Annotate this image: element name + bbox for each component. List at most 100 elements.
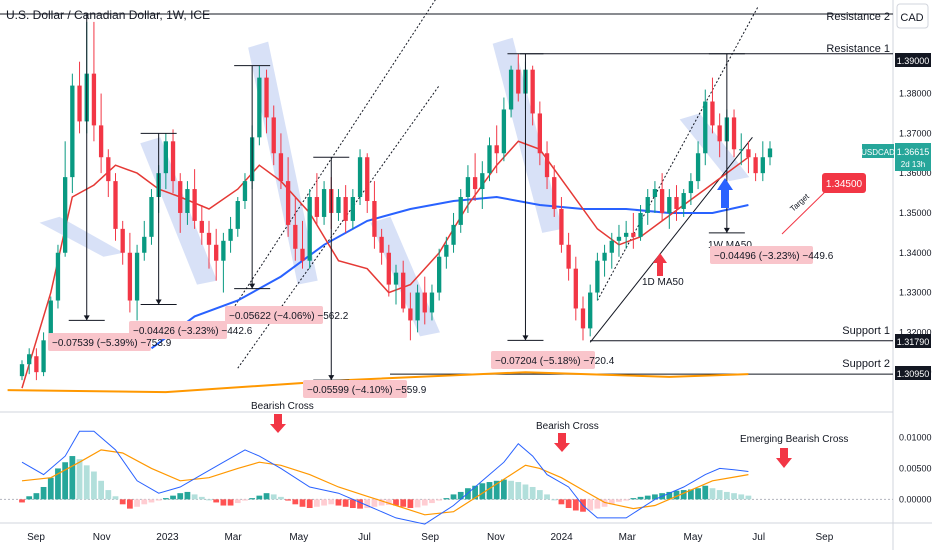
histogram-bar bbox=[436, 499, 443, 501]
candle-body bbox=[717, 125, 722, 142]
ticker-symbol-badge bbox=[862, 144, 894, 158]
candle-body bbox=[767, 148, 773, 158]
measure-badge-5 bbox=[491, 351, 595, 369]
candle-body bbox=[760, 157, 765, 174]
candle-body bbox=[321, 189, 327, 217]
candle-body bbox=[242, 181, 248, 202]
level-badge-support-1 bbox=[895, 334, 931, 348]
candle-body bbox=[77, 85, 82, 122]
histogram-bar bbox=[443, 498, 450, 500]
bearish-cross-1-arrow-icon bbox=[270, 414, 286, 433]
rising-channel-upper-1 bbox=[230, 0, 436, 313]
resistance-2-label: Resistance 2 bbox=[826, 11, 890, 23]
candle-body bbox=[674, 197, 679, 209]
histogram-bar bbox=[47, 477, 54, 500]
time-tick-label: Mar bbox=[619, 532, 637, 543]
ma50-weekly-label: 1W MA50 bbox=[708, 240, 752, 251]
histogram-bar bbox=[594, 499, 601, 509]
candle-body bbox=[221, 240, 226, 261]
candle-body bbox=[228, 228, 233, 241]
candle-body bbox=[178, 181, 183, 213]
candle-body bbox=[472, 177, 478, 190]
candle-body bbox=[739, 149, 744, 151]
time-tick-label: May bbox=[289, 532, 308, 543]
histogram-bar bbox=[191, 494, 198, 500]
candle-body bbox=[34, 356, 39, 373]
candle-body bbox=[494, 145, 499, 154]
histogram-bar bbox=[630, 498, 637, 500]
candle-body bbox=[170, 141, 176, 182]
histogram-bar bbox=[148, 499, 155, 503]
histogram-bar bbox=[26, 496, 33, 500]
candle-body bbox=[120, 228, 125, 253]
price-tick-label: 1.36000 bbox=[899, 168, 932, 178]
candle-body bbox=[458, 197, 463, 225]
histogram-bar bbox=[19, 499, 25, 503]
measure-label-3: −0.05622 (−4.06%) −562.2 bbox=[229, 311, 349, 322]
ticker-symbol: USDCAD bbox=[861, 148, 895, 157]
histogram-bar bbox=[285, 499, 291, 501]
ma200-line bbox=[7, 371, 749, 394]
measure-label-2: −0.04426 (−3.23%) −442.6 bbox=[133, 326, 253, 337]
histogram-bar bbox=[141, 499, 148, 505]
candle-body bbox=[365, 157, 370, 202]
macd-histogram bbox=[0, 456, 893, 512]
time-tick-label: Mar bbox=[224, 532, 242, 543]
time-tick-label: 2024 bbox=[550, 532, 573, 543]
histogram-bar bbox=[616, 499, 622, 502]
ticker-countdown: 2d 13h bbox=[901, 160, 925, 169]
histogram-bar bbox=[393, 499, 399, 506]
candle-body bbox=[127, 252, 133, 301]
measure-label-1: −0.07539 (−5.39%) −753.9 bbox=[52, 338, 172, 349]
histogram-bar bbox=[731, 493, 737, 500]
currency-button[interactable] bbox=[896, 3, 929, 29]
candle-body bbox=[681, 193, 686, 209]
candle-body bbox=[753, 157, 758, 174]
histogram-bar bbox=[529, 486, 536, 500]
measure-badge-6 bbox=[710, 246, 813, 264]
level-badge-support-2 bbox=[895, 366, 931, 380]
histogram-bar bbox=[709, 488, 716, 500]
histogram-bar bbox=[400, 499, 407, 507]
candle-body bbox=[285, 181, 291, 225]
histogram-bar bbox=[206, 499, 212, 501]
measure-label-4: −0.05599 (−4.10%) −559.9 bbox=[307, 385, 427, 396]
candle-body bbox=[41, 340, 46, 373]
candle-body bbox=[271, 117, 276, 154]
histogram-bar bbox=[134, 499, 140, 507]
candle-body bbox=[710, 101, 715, 126]
candle-body bbox=[667, 197, 672, 213]
candle-body bbox=[372, 201, 377, 237]
histogram-bar bbox=[666, 491, 673, 500]
ma50-weekly-arrow-icon bbox=[717, 178, 733, 208]
candle-body bbox=[350, 197, 356, 221]
candle-body bbox=[508, 69, 514, 110]
time-tick-label: Nov bbox=[487, 532, 505, 543]
target-price-text: 1.34500 bbox=[826, 179, 863, 190]
candle-body bbox=[573, 268, 578, 309]
candle-body bbox=[688, 181, 694, 194]
histogram-bar bbox=[637, 496, 644, 500]
histogram-bar bbox=[278, 496, 284, 500]
measure-arrow-icon bbox=[83, 315, 90, 321]
candle-body bbox=[659, 189, 665, 213]
candle-body bbox=[293, 224, 298, 249]
histogram-bar bbox=[249, 498, 256, 500]
candle-body bbox=[206, 232, 212, 245]
candle-body bbox=[408, 308, 413, 321]
histogram-bar bbox=[572, 499, 579, 511]
candle-body bbox=[214, 244, 219, 261]
histogram-bar bbox=[76, 459, 83, 500]
histogram-bar bbox=[119, 499, 126, 505]
histogram-bar bbox=[644, 495, 651, 500]
target-projection-line bbox=[781, 187, 830, 235]
candle-body bbox=[62, 177, 68, 253]
channel-box-6 bbox=[679, 113, 750, 182]
macd-line bbox=[21, 430, 749, 525]
candle-body bbox=[480, 173, 485, 190]
histogram-bar bbox=[472, 485, 478, 500]
histogram-bar bbox=[421, 499, 428, 506]
histogram-bar bbox=[558, 499, 565, 505]
measure-arrow-icon bbox=[155, 299, 162, 305]
